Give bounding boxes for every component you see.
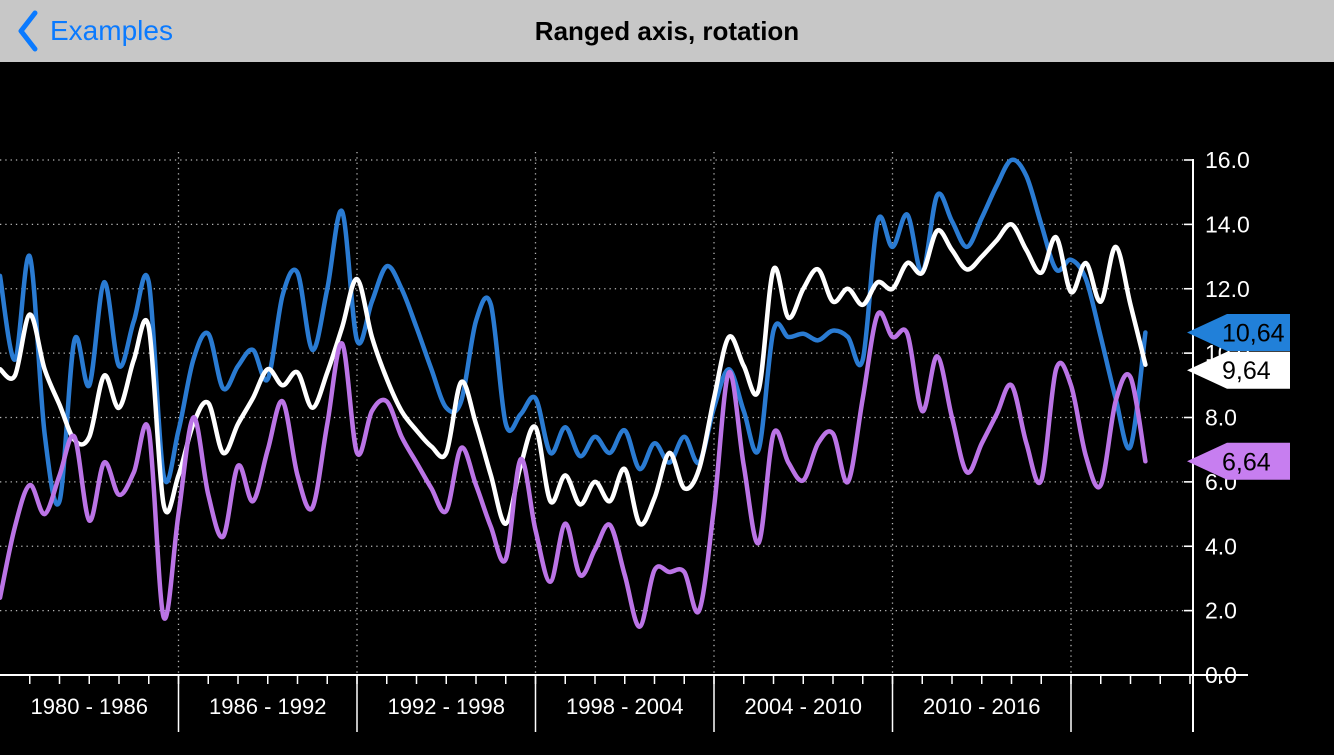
axis-marker-label-blue-series: 10,64: [1222, 320, 1285, 348]
axis-marker-label-purple-series: 6,64: [1222, 448, 1271, 476]
back-chevron-icon: [14, 8, 40, 54]
back-button[interactable]: Examples: [14, 0, 173, 62]
nav-bar: Examples Ranged axis, rotation: [0, 0, 1334, 62]
series-path-white-series: [0, 222, 1148, 527]
x-axis-range-label: 1992 - 1998: [388, 694, 505, 719]
series-path-blue-series: [0, 157, 1148, 507]
page-title: Ranged axis, rotation: [534, 16, 800, 46]
x-axis-range-label: 1998 - 2004: [566, 694, 683, 719]
back-button-label: Examples: [50, 15, 173, 46]
x-axis-range-label: 1980 - 1986: [31, 694, 148, 719]
y-axis-label: 4.0: [1205, 533, 1237, 559]
y-axis-label: 2.0: [1205, 598, 1237, 624]
axis-marker-flag-white-series: [1187, 351, 1290, 389]
y-axis-label: 16.0: [1205, 147, 1250, 173]
y-axis-label: 14.0: [1205, 211, 1250, 237]
x-axis-range-label: 2004 - 2010: [745, 694, 862, 719]
axis-marker-flag-purple-series: [1187, 442, 1290, 480]
y-axis-label: 12.0: [1205, 276, 1250, 302]
axis-marker-flag-blue-series: [1187, 314, 1290, 352]
x-axis-range-label: 1986 - 1992: [209, 694, 326, 719]
axis-marker-label-white-series: 9,64: [1222, 357, 1271, 385]
x-axis-range-label: 2010 - 2016: [923, 694, 1040, 719]
y-axis-label: 8.0: [1205, 405, 1237, 431]
series-path-purple-series: [0, 310, 1148, 629]
